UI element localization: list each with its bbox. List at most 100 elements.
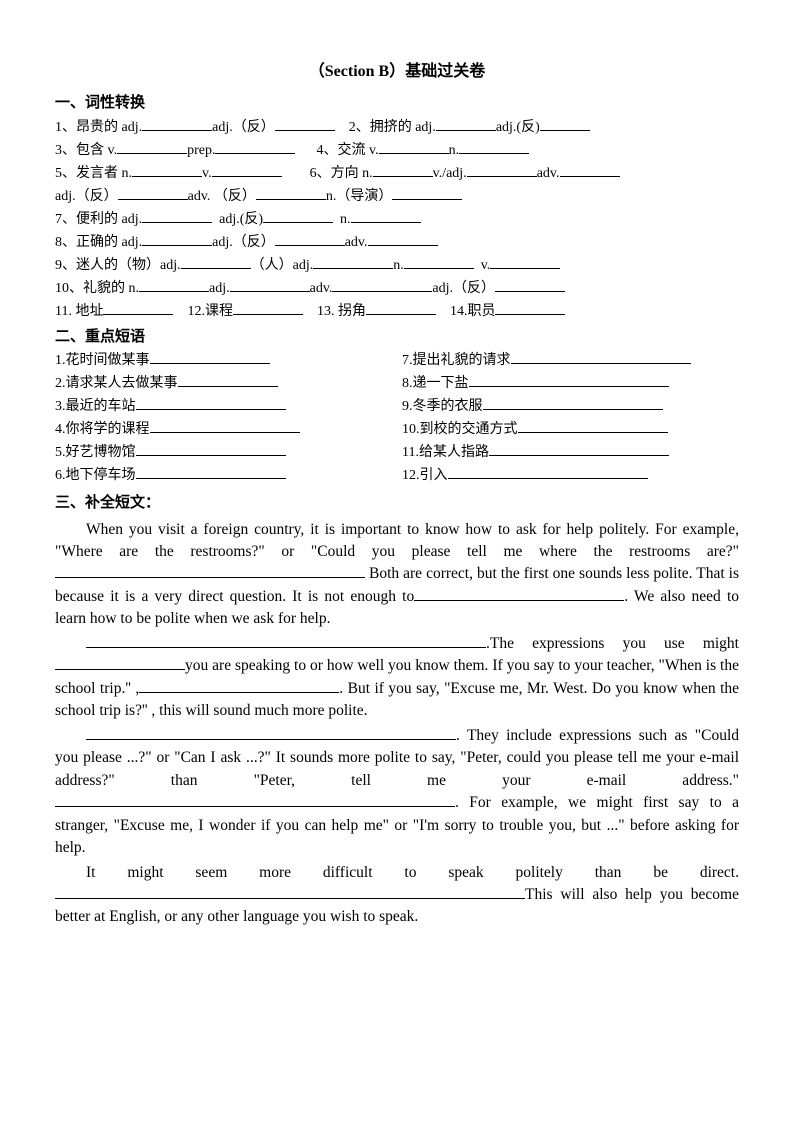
q10-label: 10、礼貌的 n. [55, 281, 139, 296]
q4-b: n. [449, 143, 460, 158]
blank[interactable] [118, 186, 188, 200]
blank[interactable] [103, 301, 173, 315]
blank[interactable] [150, 419, 300, 433]
phrase-1: 1.花时间做某事 [55, 350, 392, 371]
q7-b: adj.(反) [219, 212, 263, 227]
blank[interactable] [414, 586, 624, 601]
blank[interactable] [136, 465, 286, 479]
q6-c: adv. [537, 166, 560, 181]
blank[interactable] [256, 186, 326, 200]
q1-line: 1、昂贵的 adj.adj.（反） 2、拥挤的 adj.adj.(反) [55, 117, 739, 138]
blank[interactable] [332, 278, 432, 292]
phrases-grid: 1.花时间做某事 7.提出礼貌的请求 2.请求某人去做某事 8.递一下盐 3.最… [55, 350, 739, 488]
q5-label: 5、发言者 n. [55, 166, 132, 181]
q8-c: adv. [345, 235, 368, 250]
phrase-7: 7.提出礼貌的请求 [402, 350, 739, 371]
blank[interactable] [55, 884, 525, 899]
blank[interactable] [373, 163, 433, 177]
q13-label: 13. 拐角 [317, 304, 366, 319]
q11-14-line: 11. 地址 12.课程 13. 拐角 14.职员 [55, 301, 739, 322]
blank[interactable] [55, 656, 185, 671]
blank[interactable] [275, 232, 345, 246]
q6-f: n.（导演） [326, 189, 393, 204]
blank[interactable] [178, 373, 278, 387]
page-title: （Section B）基础过关卷 [55, 60, 739, 84]
phrase-label: 11.给某人指路 [402, 445, 489, 460]
blank[interactable] [404, 255, 474, 269]
section2-head: 二、重点短语 [55, 326, 739, 349]
phrase-label: 5.好艺博物馆 [55, 445, 136, 460]
blank[interactable] [459, 140, 529, 154]
phrase-label: 4.你将学的课程 [55, 422, 150, 437]
blank[interactable] [379, 140, 449, 154]
blank[interactable] [139, 678, 339, 693]
blank[interactable] [117, 140, 187, 154]
q9-line: 9、迷人的（物）adj.（人）adj.n. v. [55, 255, 739, 276]
blank[interactable] [275, 117, 335, 131]
blank[interactable] [86, 633, 486, 648]
blank[interactable] [181, 255, 251, 269]
blank[interactable] [518, 419, 668, 433]
blank[interactable] [233, 301, 303, 315]
phrase-8: 8.递一下盐 [402, 373, 739, 394]
blank[interactable] [483, 396, 663, 410]
blank[interactable] [142, 232, 212, 246]
phrase-label: 9.冬季的衣服 [402, 399, 483, 414]
phrase-label: 10.到校的交通方式 [402, 422, 518, 437]
blank[interactable] [215, 140, 295, 154]
q10-d: adj.（反） [432, 281, 495, 296]
blank[interactable] [139, 278, 209, 292]
blank[interactable] [212, 163, 282, 177]
blank[interactable] [351, 209, 421, 223]
q9-b: （人）adj. [251, 258, 314, 273]
passage-text: When you visit a foreign country, it is … [55, 521, 739, 560]
q6-d: adj.（反） [55, 189, 118, 204]
blank[interactable] [490, 255, 560, 269]
q6-e: adv. （反） [188, 189, 256, 204]
q2-b: adj.(反) [496, 120, 540, 135]
q7-line: 7、便利的 adj. adj.(反) n. [55, 209, 739, 230]
blank[interactable] [366, 301, 436, 315]
blank[interactable] [511, 350, 691, 364]
phrase-2: 2.请求某人去做某事 [55, 373, 392, 394]
blank[interactable] [392, 186, 462, 200]
q9-label: 9、迷人的（物）adj. [55, 258, 181, 273]
blank[interactable] [495, 301, 565, 315]
phrase-10: 10.到校的交通方式 [402, 419, 739, 440]
blank[interactable] [540, 117, 590, 131]
blank[interactable] [313, 255, 393, 269]
blank[interactable] [560, 163, 620, 177]
blank[interactable] [230, 278, 310, 292]
blank[interactable] [132, 163, 202, 177]
blank[interactable] [150, 350, 270, 364]
q3-b: prep. [187, 143, 215, 158]
blank[interactable] [136, 442, 286, 456]
blank[interactable] [489, 442, 669, 456]
phrase-4: 4.你将学的课程 [55, 419, 392, 440]
q6-b: v./adj. [433, 166, 467, 181]
blank[interactable] [436, 117, 496, 131]
q4-label: 4、交流 v. [316, 143, 378, 158]
blank[interactable] [448, 465, 648, 479]
q10-line: 10、礼貌的 n.adj.adv.adj.（反） [55, 278, 739, 299]
blank[interactable] [368, 232, 438, 246]
blank[interactable] [55, 792, 455, 807]
blank[interactable] [142, 209, 212, 223]
q12-label: 12.课程 [187, 304, 233, 319]
phrase-label: 2.请求某人去做某事 [55, 376, 178, 391]
blank[interactable] [136, 396, 286, 410]
q1-label: 1、昂贵的 adj. [55, 120, 142, 135]
blank[interactable] [55, 564, 365, 579]
blank[interactable] [263, 209, 333, 223]
blank[interactable] [495, 278, 565, 292]
q10-c: adv. [310, 281, 333, 296]
q7-c: n. [340, 212, 351, 227]
q6-label: 6、方向 n. [310, 166, 373, 181]
q8-line: 8、正确的 adj.adj.（反）adv. [55, 232, 739, 253]
blank[interactable] [469, 373, 669, 387]
blank[interactable] [86, 725, 456, 740]
blank[interactable] [467, 163, 537, 177]
passage-text: .The expressions you use might [486, 635, 739, 652]
q5-b: v. [202, 166, 212, 181]
blank[interactable] [142, 117, 212, 131]
